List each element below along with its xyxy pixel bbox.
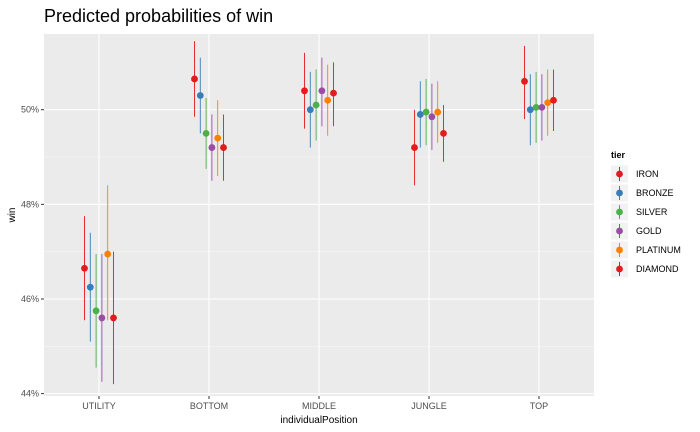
- grid: [44, 34, 594, 396]
- data-point: [191, 75, 198, 83]
- data-point: [532, 103, 540, 111]
- legend-label: IRON: [636, 169, 659, 179]
- data-point: [110, 314, 117, 322]
- data-point: [550, 96, 557, 104]
- legend-label: DIAMOND: [636, 264, 679, 274]
- data-point: [422, 108, 430, 116]
- data-point: [526, 106, 534, 114]
- x-tick-label: MIDDLE: [302, 401, 336, 411]
- y-axis-title: win: [7, 207, 18, 223]
- y-tick-label: 44%: [21, 389, 39, 399]
- data-point: [330, 89, 337, 97]
- data-point: [214, 134, 222, 142]
- data-point: [416, 111, 424, 118]
- data-point: [318, 87, 326, 95]
- y-axis: 44% 46% 48% 50%: [21, 105, 44, 399]
- legend-label: GOLD: [636, 226, 662, 236]
- y-tick-label: 46%: [21, 294, 39, 304]
- data-points: [81, 75, 557, 322]
- x-tick-label: TOP: [530, 401, 548, 411]
- x-axis-title: individualPosition: [280, 415, 357, 426]
- legend-key-point: [616, 189, 623, 197]
- data-point: [81, 264, 88, 272]
- x-tick-label: UTILITY: [82, 401, 116, 411]
- data-point: [440, 129, 447, 137]
- data-point: [92, 307, 100, 315]
- data-point: [196, 92, 204, 99]
- data-point: [312, 101, 320, 109]
- data-point: [324, 96, 332, 104]
- y-tick-label: 48%: [21, 199, 39, 209]
- data-point: [306, 106, 314, 114]
- data-point: [301, 87, 308, 95]
- data-point: [86, 283, 94, 291]
- data-point: [538, 103, 546, 111]
- x-axis: UTILITY BOTTOM MIDDLE JUNGLE TOP: [82, 396, 548, 411]
- y-tick-label: 50%: [21, 105, 39, 115]
- legend-key-point: [616, 227, 623, 235]
- legend-key-point: [616, 246, 623, 254]
- x-tick-label: JUNGLE: [411, 401, 447, 411]
- data-point: [104, 250, 112, 258]
- data-point: [544, 99, 552, 107]
- legend-key-point: [616, 170, 623, 178]
- legend-key-point: [616, 208, 623, 216]
- legend: tier IRON BRONZE SILVER GOLD PLATINUM DIAMOND: [611, 150, 681, 278]
- data-point: [411, 144, 418, 151]
- data-point: [428, 113, 436, 121]
- data-point: [202, 129, 210, 137]
- data-point: [220, 144, 227, 151]
- legend-label: PLATINUM: [636, 245, 681, 255]
- legend-label: BRONZE: [636, 188, 674, 198]
- data-point: [208, 144, 216, 151]
- data-point: [521, 77, 528, 85]
- data-point: [434, 108, 442, 116]
- legend-label: SILVER: [636, 207, 668, 217]
- data-point: [98, 314, 106, 322]
- legend-title: tier: [611, 150, 626, 160]
- x-tick-label: BOTTOM: [190, 401, 228, 411]
- chart-title: Predicted probabilities of win: [44, 6, 273, 26]
- legend-key-point: [616, 265, 623, 273]
